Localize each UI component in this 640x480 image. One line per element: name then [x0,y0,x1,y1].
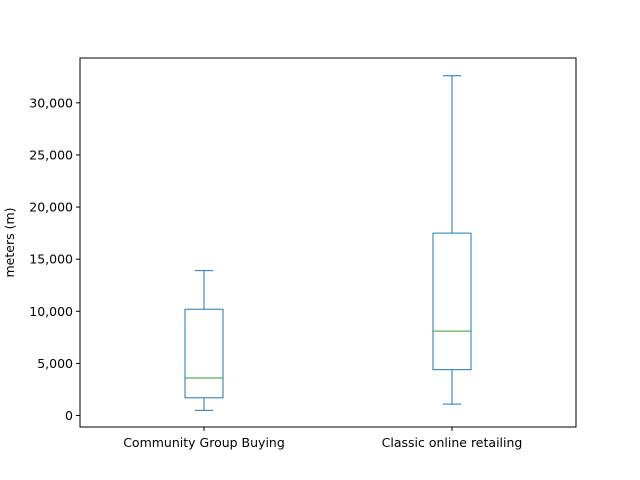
y-axis-label: meters (m) [2,207,17,277]
y-axis: 0 5,000 10,000 15,000 20,000 25,000 30,000 [29,95,80,423]
box-2 [432,75,472,405]
y-tick-label: 30,000 [29,95,73,110]
y-tick-label: 25,000 [29,147,73,162]
y-tick-label: 20,000 [29,200,73,215]
x-axis: Community Group Buying Classic online ret… [123,427,522,450]
x-tick-label: Classic online retailing [382,435,523,450]
y-tick-label: 15,000 [29,252,73,267]
iqr-box [432,232,472,371]
boxes-layer [184,75,472,411]
x-tick-label: Community Group Buying [123,435,285,450]
box-1 [184,270,224,411]
y-tick-label: 10,000 [29,304,73,319]
y-tick-label: 0 [65,408,73,423]
iqr-box [184,308,224,399]
y-tick-label: 5,000 [37,356,73,371]
plot-frame [79,57,577,428]
